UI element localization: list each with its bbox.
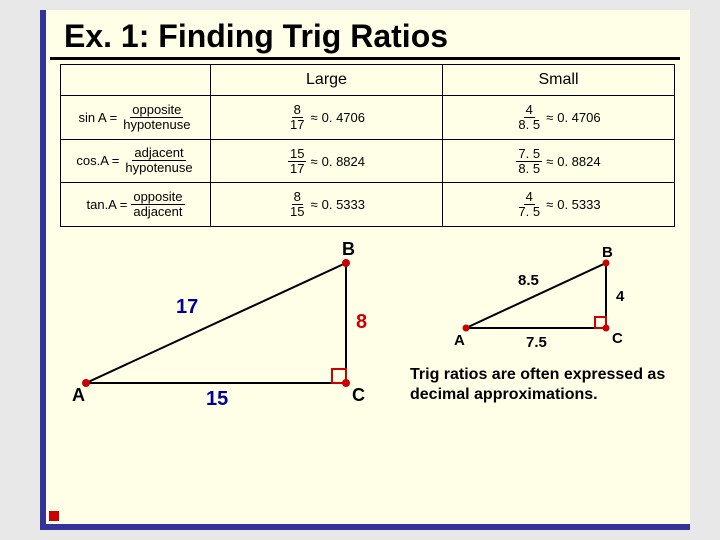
approx-icon: ≈ — [310, 110, 317, 125]
vertex-C: C — [612, 330, 623, 347]
small-cos: 7. 58. 5 ≈ 0. 8824 — [443, 139, 675, 183]
trig-ratio-table: Large Small sin A = opposite hypotenuse … — [60, 64, 675, 227]
slide: Ex. 1: Finding Trig Ratios Large Small s… — [40, 10, 690, 530]
large-triangle-icon: A B C 17 8 15 — [72, 239, 367, 410]
approx-icon: ≈ — [546, 110, 553, 125]
large-cos: 1517 ≈ 0. 8824 — [211, 139, 443, 183]
ratio-def-tan: tan.A = opposite adjacent — [61, 183, 211, 227]
approx-icon: ≈ — [310, 197, 317, 212]
approx-icon: ≈ — [546, 154, 553, 169]
ratio-label: sin A = — [79, 110, 118, 125]
ratio-label: tan.A = — [87, 197, 128, 212]
ratio-fraction: adjacent hypotenuse — [123, 146, 194, 176]
ratio-def-sin: sin A = opposite hypotenuse — [61, 96, 211, 140]
table-row: tan.A = opposite adjacent 815 ≈ 0. 5333 … — [61, 183, 675, 227]
small-tan: 47. 5 ≈ 0. 5333 — [443, 183, 675, 227]
col-blank — [61, 65, 211, 96]
ratio-def-cos: cos.A = adjacent hypotenuse — [61, 139, 211, 183]
approx-icon: ≈ — [546, 197, 553, 212]
side-opp: 4 — [616, 288, 625, 305]
ratio-fraction: opposite adjacent — [131, 190, 184, 220]
ratio-label: cos.A = — [76, 153, 119, 168]
caption-text: Trig ratios are often expressed as decim… — [410, 365, 670, 405]
vertex-B: B — [602, 244, 613, 261]
vertex-A: A — [454, 332, 465, 349]
side-opp: 8 — [356, 311, 367, 333]
vertex-A: A — [72, 385, 85, 405]
col-small: Small — [443, 65, 675, 96]
small-triangle-icon: A B C 8.5 4 7.5 — [454, 244, 625, 351]
vertex-C: C — [352, 385, 365, 405]
col-large: Large — [211, 65, 443, 96]
accent-dot — [49, 511, 59, 521]
table-header-row: Large Small — [61, 65, 675, 96]
ratio-fraction: opposite hypotenuse — [121, 103, 192, 133]
side-adj: 15 — [206, 388, 228, 410]
side-hyp: 17 — [176, 296, 198, 318]
small-sin: 48. 5 ≈ 0. 4706 — [443, 96, 675, 140]
table-row: sin A = opposite hypotenuse 817 ≈ 0. 470… — [61, 96, 675, 140]
page-title: Ex. 1: Finding Trig Ratios — [50, 10, 680, 60]
large-tan: 815 ≈ 0. 5333 — [211, 183, 443, 227]
vertex-B: B — [342, 239, 355, 259]
side-hyp: 8.5 — [518, 272, 539, 289]
table-row: cos.A = adjacent hypotenuse 1517 ≈ 0. 88… — [61, 139, 675, 183]
side-adj: 7.5 — [526, 334, 547, 351]
large-sin: 817 ≈ 0. 4706 — [211, 96, 443, 140]
approx-icon: ≈ — [310, 154, 317, 169]
triangle-diagrams: A B C 17 8 15 A B C 8.5 4 7.5 — [46, 233, 690, 413]
